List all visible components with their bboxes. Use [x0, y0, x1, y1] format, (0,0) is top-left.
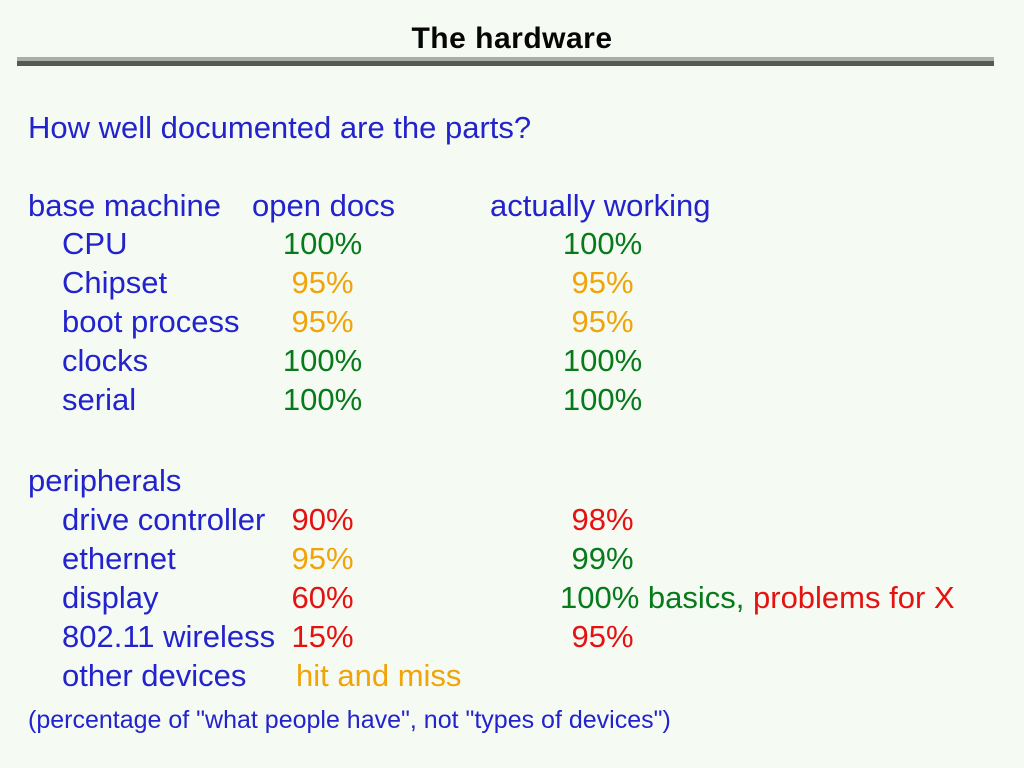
column-header-actually-working: actually working — [490, 188, 711, 223]
working-value: 99% — [571, 541, 634, 576]
row-label: drive controller — [62, 502, 266, 537]
table-row-other-devices: other devices hit and miss — [0, 658, 1024, 698]
row-label: CPU — [62, 226, 128, 261]
open-docs-value: 95% — [291, 541, 354, 576]
working-value: 95% — [571, 265, 634, 300]
open-docs-value: 100% — [282, 343, 363, 378]
open-docs-value: 15% — [291, 619, 354, 654]
working-value: 95% — [571, 304, 634, 339]
open-docs-value: 95% — [291, 304, 354, 339]
working-value: 98% — [571, 502, 634, 537]
open-docs-value: 100% — [282, 382, 363, 417]
table-row-drive-controller: drive controller 90% 98% — [0, 502, 1024, 542]
table-row-display: display 60% 100% basics, problems for X — [0, 580, 1024, 620]
title-divider — [17, 57, 994, 66]
working-value: 100% basics, — [560, 580, 745, 615]
row-label: 802.11 wireless — [62, 619, 276, 654]
open-docs-value: hit and miss — [296, 658, 462, 693]
row-label: other devices — [62, 658, 247, 693]
row-label: clocks — [62, 343, 149, 378]
row-label: ethernet — [62, 541, 176, 576]
table-row-boot-process: boot process 95% 95% — [0, 304, 1024, 344]
table-header-row: base machine open docs actually working — [0, 188, 1024, 228]
working-value: 100% — [562, 226, 643, 261]
divider-light-band — [17, 57, 994, 61]
question-text: How well documented are the parts? — [28, 110, 532, 145]
row-label: boot process — [62, 304, 240, 339]
section-heading-peripherals: peripherals — [0, 463, 1024, 503]
row-label: Chipset — [62, 265, 168, 300]
column-header-base-machine: base machine — [28, 188, 222, 223]
table-row-chipset: Chipset 95% 95% — [0, 265, 1024, 305]
footnote-text: (percentage of "what people have", not "… — [28, 706, 671, 734]
table-row-80211-wireless: 802.11 wireless 15% 95% — [0, 619, 1024, 659]
working-note: problems for X — [744, 580, 955, 615]
open-docs-value: 90% — [291, 502, 354, 537]
working-value-group: 100% basics, problems for X — [560, 580, 955, 616]
working-value: 95% — [571, 619, 634, 654]
open-docs-value: 95% — [291, 265, 354, 300]
divider-dark-band — [17, 61, 994, 66]
table-row-ethernet: ethernet 95% 99% — [0, 541, 1024, 581]
open-docs-value: 100% — [282, 226, 363, 261]
open-docs-value: 60% — [291, 580, 354, 615]
working-value: 100% — [562, 382, 643, 417]
working-value: 100% — [562, 343, 643, 378]
slide-title: The hardware — [411, 22, 613, 55]
row-label: serial — [62, 382, 137, 417]
table-row-cpu: CPU 100% 100% — [0, 226, 1024, 266]
table-row-serial: serial 100% 100% — [0, 382, 1024, 422]
section-heading-label: peripherals — [28, 463, 182, 498]
column-header-open-docs: open docs — [252, 188, 396, 223]
row-label: display — [62, 580, 159, 615]
table-row-clocks: clocks 100% 100% — [0, 343, 1024, 383]
